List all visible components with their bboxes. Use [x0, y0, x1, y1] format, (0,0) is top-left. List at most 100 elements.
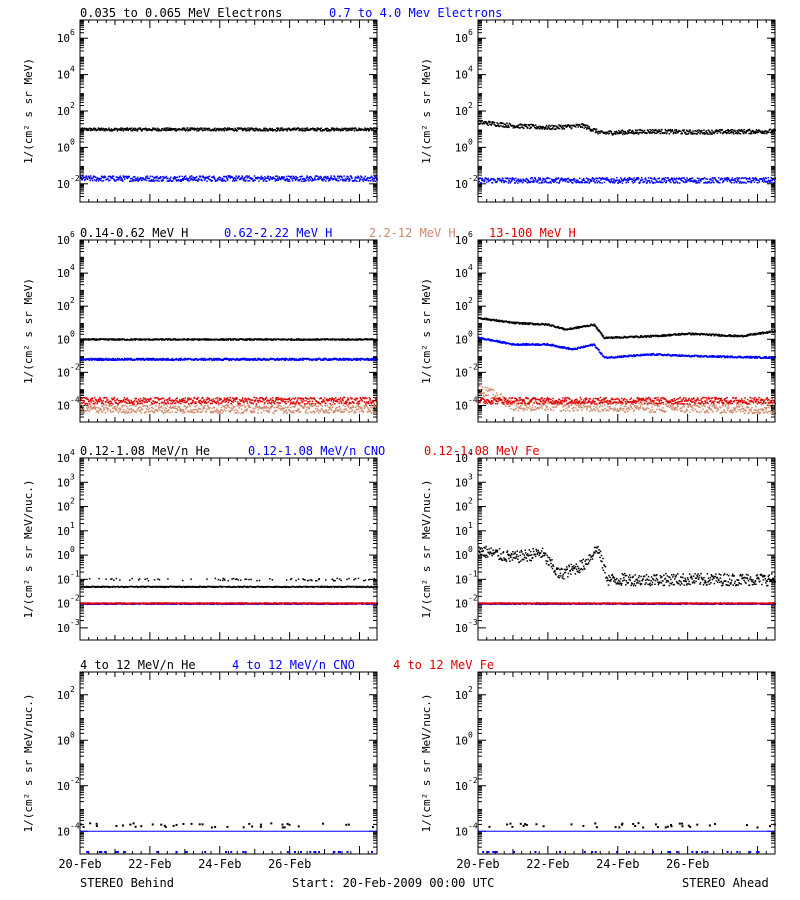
data-point: [691, 133, 694, 135]
data-point: [358, 180, 361, 183]
data-point: [154, 177, 156, 179]
data-point: [356, 177, 359, 179]
data-point: [738, 177, 740, 179]
data-point: [718, 130, 720, 133]
data-point: [333, 127, 336, 130]
data-point: [768, 131, 770, 133]
data-point: [748, 181, 750, 183]
data-point: [653, 131, 656, 133]
data-point: [289, 358, 291, 360]
data-point: [537, 179, 539, 181]
data-point: [327, 128, 329, 130]
data-point: [134, 339, 136, 341]
data-point: [183, 127, 186, 130]
data-point: [725, 179, 727, 181]
data-point: [244, 180, 246, 182]
data-point: [597, 132, 599, 135]
data-point: [218, 176, 221, 178]
data-point: [342, 179, 345, 181]
data-point: [204, 176, 206, 179]
data-point: [304, 178, 306, 181]
data-point: [363, 407, 366, 410]
data-point: [264, 339, 266, 341]
data-point: [129, 408, 131, 411]
data-point: [266, 177, 269, 180]
data-point: [229, 409, 232, 412]
data-point: [117, 411, 120, 414]
data-point: [634, 131, 636, 134]
data-point: [328, 178, 330, 180]
data-point: [228, 410, 230, 413]
data-point: [130, 338, 132, 340]
data-point: [113, 129, 115, 132]
data-point: [608, 130, 610, 132]
data-point: [659, 180, 661, 182]
data-point: [715, 129, 717, 132]
data-point: [587, 127, 590, 130]
data-point: [632, 131, 634, 134]
data-point: [545, 177, 548, 180]
data-point: [292, 175, 295, 178]
data-point: [229, 338, 231, 340]
data-point: [670, 181, 672, 184]
data-point: [355, 357, 358, 360]
data-point: [201, 358, 204, 360]
data-point: [186, 127, 189, 129]
data-point: [239, 405, 242, 408]
data-point: [351, 129, 353, 131]
data-point: [327, 175, 329, 178]
data-point: [313, 127, 316, 130]
data-point: [699, 179, 701, 182]
data-point: [684, 178, 686, 181]
data-point: [129, 180, 131, 183]
data-point: [320, 177, 322, 180]
data-point: [155, 359, 157, 361]
data-point: [202, 129, 205, 132]
chart-title-2-2: 0.62-2.22 MeV H: [224, 226, 332, 240]
data-point: [169, 338, 171, 340]
data-point: [214, 410, 216, 412]
data-point: [129, 412, 132, 414]
data-point: [600, 130, 603, 132]
data-point: [621, 182, 624, 184]
data-point: [655, 179, 657, 181]
data-point: [641, 129, 644, 132]
data-point: [513, 177, 515, 180]
data-point: [485, 122, 488, 124]
data-point: [756, 130, 759, 132]
data-point: [608, 179, 610, 181]
data-point: [680, 179, 682, 181]
data-point: [617, 182, 620, 184]
data-point: [102, 179, 105, 182]
data-point: [503, 126, 505, 128]
data-point: [342, 411, 345, 414]
data-point: [334, 339, 336, 341]
data-point: [367, 359, 370, 361]
data-point: [346, 338, 348, 341]
data-point: [315, 359, 318, 361]
data-point: [111, 177, 114, 180]
data-point: [120, 339, 122, 341]
data-point: [362, 411, 365, 413]
data-point: [612, 180, 615, 182]
data-point: [139, 338, 142, 341]
data-point: [308, 359, 311, 361]
data-point: [98, 127, 101, 130]
data-point: [601, 177, 604, 179]
data-point: [541, 182, 543, 184]
data-point: [130, 180, 133, 182]
data-point: [230, 409, 233, 412]
data-point: [333, 338, 336, 340]
data-point: [211, 407, 214, 410]
data-point: [346, 358, 349, 361]
data-point: [84, 359, 87, 361]
data-point: [715, 178, 717, 181]
data-point: [300, 180, 303, 182]
data-point: [195, 408, 197, 411]
data-point: [253, 179, 255, 181]
data-point: [240, 358, 242, 361]
y-tick-label: 10: [455, 69, 468, 82]
data-point: [573, 178, 575, 180]
data-point: [478, 178, 480, 181]
data-point: [626, 180, 628, 182]
